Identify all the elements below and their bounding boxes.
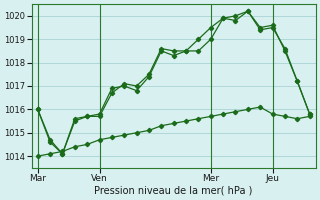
X-axis label: Pression niveau de la mer( hPa ): Pression niveau de la mer( hPa ) — [94, 186, 253, 196]
